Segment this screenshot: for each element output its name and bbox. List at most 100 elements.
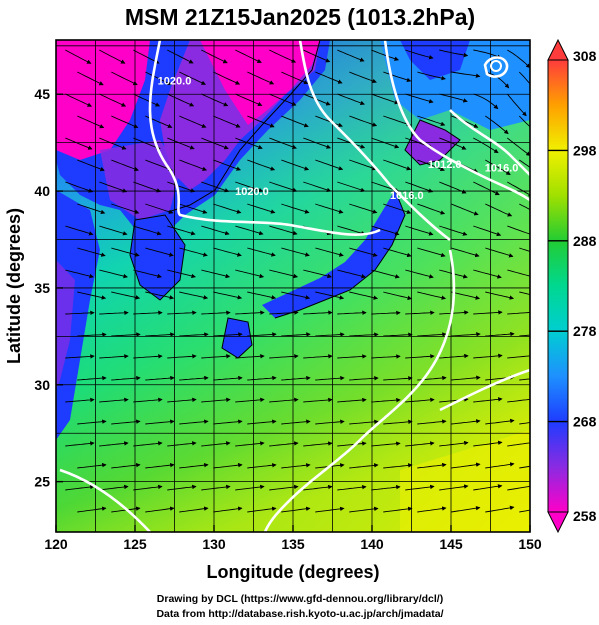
wind-streamline — [235, 353, 265, 359]
wind-streamline — [507, 485, 530, 491]
wind-streamline — [315, 203, 344, 214]
wind-streamline — [417, 419, 447, 425]
wind-streamline — [281, 463, 311, 469]
y-axis-ticks: 25 30 35 40 45 — [34, 86, 63, 490]
wind-streamline — [473, 397, 503, 403]
isobar-1012 — [383, 40, 530, 202]
wind-streamline — [383, 332, 413, 337]
wind-streamline — [507, 181, 530, 197]
x-tick-label: 150 — [518, 536, 542, 552]
y-tick-label: 30 — [34, 377, 50, 393]
wind-streamline — [405, 397, 435, 403]
wind-streamline — [201, 137, 229, 150]
wind-streamline — [235, 181, 264, 193]
isobar-low-center — [483, 56, 509, 78]
wind-streamline — [133, 354, 163, 359]
lat-lon-grid — [56, 40, 530, 532]
wind-streamline — [485, 505, 515, 513]
wind-streamline — [179, 71, 206, 85]
x-axis-ticks: 120 125 130 135 140 145 150 — [44, 525, 542, 552]
wind-streamline — [337, 49, 365, 62]
wind-streamline — [213, 203, 242, 214]
wind-streamline — [303, 269, 332, 279]
wind-streamline — [417, 115, 446, 126]
wind-streamline — [405, 225, 434, 236]
wind-streamline — [439, 440, 469, 447]
wind-streamline — [451, 419, 481, 425]
wind-streamline — [451, 203, 479, 216]
wind-streamline — [235, 269, 265, 279]
wind-streamline — [371, 269, 400, 279]
wind-streamline — [167, 49, 194, 64]
wind-streamline — [213, 247, 242, 257]
wind-streamline — [417, 159, 445, 171]
wind-streamline — [133, 441, 163, 447]
wind-streamline — [247, 506, 277, 513]
wind-streamline — [145, 247, 174, 257]
wind-streamline — [201, 225, 230, 236]
wind-streamline — [315, 332, 345, 337]
wind-streamline — [383, 203, 412, 214]
wind-streamline — [281, 159, 310, 171]
wind-streamline — [213, 462, 243, 469]
wind-streamline — [371, 93, 400, 105]
wind-streamline — [439, 310, 469, 315]
wind-streamline — [451, 505, 481, 513]
wind-streamline — [451, 247, 480, 258]
x-tick-label: 125 — [123, 536, 147, 552]
wind-streamline — [371, 49, 400, 61]
wind-streamline — [281, 115, 309, 128]
wind-streamline — [269, 269, 299, 279]
wind-streamline — [383, 463, 413, 469]
wind-streamline — [269, 93, 297, 106]
wind-streamline — [315, 247, 344, 257]
map-title: MSM 21Z15Jan2025 (1013.2hPa) — [125, 4, 475, 30]
isobar-labels: 1020.0 1016.0 1012.0 1016.0 1020.0 — [158, 76, 519, 202]
wind-streamline — [337, 225, 366, 236]
wind-streamline — [303, 441, 333, 447]
wind-streamline — [337, 181, 366, 193]
wind-streamline — [371, 354, 401, 359]
y-tick-label: 45 — [34, 86, 50, 102]
wind-streamline — [405, 354, 435, 359]
wind-streamline — [133, 397, 163, 403]
wind-streamline — [349, 375, 379, 381]
isobar-west — [59, 468, 151, 532]
wind-streamline — [518, 71, 530, 85]
wind-streamline — [269, 225, 298, 236]
wind-streamline — [281, 506, 311, 513]
wind-streamline — [507, 49, 530, 69]
wind-streamline — [65, 137, 93, 150]
wind-streamline — [337, 397, 367, 403]
wind-streamline — [383, 376, 413, 381]
x-tick-label: 135 — [281, 536, 305, 552]
wind-streamline — [473, 93, 499, 110]
wind-streamline — [451, 331, 481, 337]
wind-streamline — [235, 137, 263, 150]
credit-drawing: Drawing by DCL (https://www.gfd-dennou.o… — [157, 593, 443, 605]
wind-streamline — [179, 291, 209, 300]
wind-streamline — [417, 506, 447, 513]
japan-kyushu — [222, 318, 252, 358]
wind-streamline — [247, 115, 275, 128]
wind-streamline — [417, 332, 447, 337]
wind-streamline — [213, 159, 242, 171]
y-axis-label: Latitude (degrees) — [4, 208, 24, 364]
colorbar-ticks: 308 298 288 278 268 258 — [548, 48, 597, 524]
wind-streamline — [133, 269, 162, 279]
wind-streamline — [213, 115, 241, 128]
wind-streamline — [519, 203, 530, 211]
wind-streamline — [99, 269, 128, 279]
wind-streamline — [65, 269, 94, 279]
wind-streamline — [167, 310, 197, 315]
wind-streamline — [519, 378, 530, 381]
wind-streamline — [507, 312, 530, 315]
wind-streamline — [439, 137, 467, 150]
wind-streamline — [349, 332, 379, 337]
wind-streamline — [213, 291, 243, 300]
wind-streamline — [201, 441, 231, 447]
isobar-1016-east — [449, 109, 530, 176]
wind-streamline — [473, 137, 499, 154]
wind-streamline — [235, 441, 265, 447]
wind-streamline — [201, 181, 230, 193]
